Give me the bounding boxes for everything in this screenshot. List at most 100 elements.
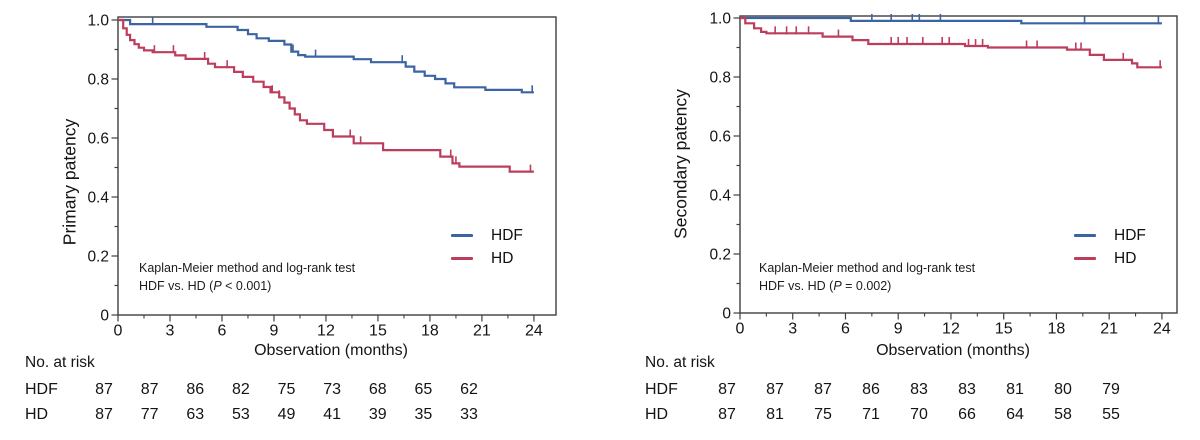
annotation-block: Kaplan-Meier method and log-rank test HD… [139, 259, 355, 295]
annotation-pvalue-line: HDF vs. HD (P < 0.001) [139, 279, 272, 293]
legend-item-hdf: HDF [451, 227, 523, 244]
risk-value: 35 [414, 406, 433, 423]
legend-label: HD [491, 249, 514, 267]
risk-value: 58 [1054, 406, 1072, 423]
hd-line-swatch [451, 256, 473, 261]
risk-value: 87 [140, 381, 159, 398]
x-tick-label: 21 [473, 323, 491, 340]
risk-value: 81 [766, 406, 784, 423]
x-tick-label: 6 [218, 323, 227, 340]
x-tick-label: 9 [894, 321, 903, 338]
risk-row-label-hdf: HDF [645, 381, 678, 398]
y-tick-label: 0 [100, 308, 109, 325]
legend-label: HDF [491, 226, 523, 244]
hd-survival-curve [740, 16, 1162, 69]
y-tick-label: 0.6 [87, 131, 109, 148]
legend-item-hdf: HDF [1074, 227, 1146, 244]
risk-values-row: 87 81 75 71 70 66 64 58 55 [0, 406, 1200, 426]
x-tick-label: 3 [788, 321, 797, 338]
x-axis-label: Observation (months) [254, 342, 408, 359]
risk-value: 87 [95, 406, 113, 423]
risk-value: 73 [323, 381, 342, 398]
legend-item-hd: HD [451, 250, 513, 267]
risk-value: 83 [910, 381, 928, 398]
risk-value: 55 [1102, 406, 1120, 423]
risk-value: 86 [186, 381, 205, 398]
risk-value: 87 [718, 381, 736, 398]
annotation-pvalue-line: HDF vs. HD (P = 0.002) [759, 279, 892, 293]
legend-item-hd: HD [1074, 250, 1136, 267]
x-tick-label: 0 [736, 321, 745, 338]
risk-table-title: No. at risk [25, 354, 95, 371]
hdf-survival-curve [740, 16, 1162, 25]
plot-box [739, 15, 1178, 314]
risk-value: 41 [323, 406, 342, 423]
x-tick-label: 15 [369, 323, 387, 340]
risk-value: 66 [958, 406, 976, 423]
x-tick-label: 0 [114, 323, 123, 340]
risk-value: 75 [814, 406, 832, 423]
legend-label: HD [1114, 249, 1137, 267]
risk-value: 82 [231, 381, 250, 398]
x-axis-label: Observation (months) [876, 342, 1030, 359]
risk-value: 81 [1006, 381, 1024, 398]
risk-value: 33 [460, 406, 478, 423]
x-tick-label: 15 [995, 321, 1013, 338]
y-axis-label-primary: Primary patency [59, 118, 80, 246]
risk-value: 87 [766, 381, 784, 398]
y-tick-label: 0.4 [709, 188, 731, 205]
hdf-survival-curve [118, 18, 534, 94]
annotation-method-line: Kaplan-Meier method and log-rank test [759, 261, 976, 275]
y-tick-label: 0.4 [87, 190, 109, 207]
risk-value: 70 [910, 406, 928, 423]
risk-value: 62 [460, 381, 478, 398]
y-tick-label: 0.8 [709, 70, 731, 87]
risk-value: 49 [277, 406, 296, 423]
y-tick-label: 0.6 [709, 129, 731, 146]
x-tick-label: 18 [421, 323, 439, 340]
y-tick-label: 0.2 [709, 247, 731, 264]
y-tick-label: 1.0 [87, 13, 109, 30]
risk-value: 63 [186, 406, 205, 423]
annotation-method-line: Kaplan-Meier method and log-rank test [139, 261, 356, 275]
legend-label: HDF [1114, 226, 1146, 244]
risk-value: 87 [718, 406, 736, 423]
risk-row-label-hd: HD [25, 406, 49, 423]
risk-value: 64 [1006, 406, 1024, 423]
hd-line-swatch [1074, 256, 1096, 261]
x-tick-label: 9 [270, 323, 279, 340]
y-tick-label: 0.8 [87, 72, 109, 89]
risk-values-row: 87 77 63 53 49 41 39 35 33 [0, 406, 1200, 426]
risk-table-title: No. at risk [645, 354, 715, 371]
risk-value: 53 [231, 406, 250, 423]
risk-value: 86 [862, 381, 880, 398]
x-tick-label: 3 [166, 323, 175, 340]
risk-values-row: 87 87 86 82 75 73 68 65 62 [0, 381, 1200, 401]
y-axis-label-secondary: Secondary patency [670, 89, 691, 239]
risk-value: 75 [277, 381, 296, 398]
risk-value: 87 [814, 381, 832, 398]
y-tick-label: 1.0 [709, 11, 731, 28]
risk-row-label-hd: HD [645, 406, 669, 423]
x-tick-label: 21 [1100, 321, 1118, 338]
x-tick-label: 24 [1153, 321, 1171, 338]
risk-value: 87 [95, 381, 113, 398]
y-tick-label: 0 [722, 306, 731, 323]
hdf-line-swatch [451, 233, 473, 238]
x-tick-label: 6 [841, 321, 850, 338]
risk-values-row: 87 87 87 86 83 83 81 80 79 [0, 381, 1200, 401]
hdf-line-swatch [1074, 233, 1096, 238]
risk-value: 71 [862, 406, 880, 423]
risk-value: 77 [140, 406, 159, 423]
risk-value: 79 [1102, 381, 1120, 398]
x-tick-label: 12 [317, 323, 335, 340]
risk-value: 83 [958, 381, 976, 398]
y-tick-label: 0.2 [87, 249, 109, 266]
hd-survival-curve [118, 18, 534, 173]
plot-box [117, 16, 557, 316]
annotation-block: Kaplan-Meier method and log-rank test HD… [759, 259, 975, 295]
risk-value: 80 [1054, 381, 1072, 398]
risk-value: 68 [368, 381, 387, 398]
